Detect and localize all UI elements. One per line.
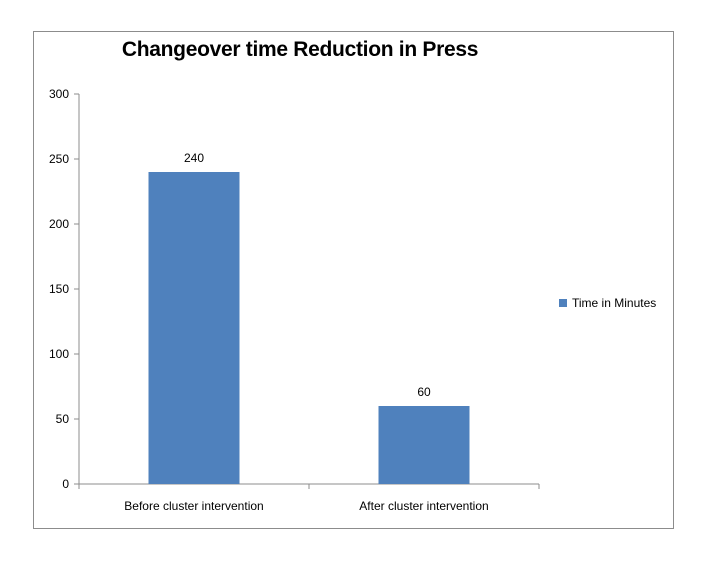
y-tick-label: 100 (49, 347, 69, 361)
bar (378, 406, 470, 484)
bars (148, 172, 470, 484)
axes: 0 50 100 150 200 250 300 Before cluster interve… (49, 87, 540, 513)
bar-value-label: 60 (417, 385, 431, 399)
y-tick-label: 0 (62, 477, 69, 491)
data-labels: 240 60 (184, 151, 431, 399)
y-tick-label: 150 (49, 282, 69, 296)
y-tick-label: 250 (49, 152, 69, 166)
legend-swatch (559, 299, 567, 307)
y-tick-label: 300 (49, 87, 69, 101)
bar (148, 172, 240, 484)
chart-title: Changeover time Reduction in Press (121, 38, 479, 61)
y-tick-label: 200 (49, 217, 69, 231)
legend: Time in Minutes (559, 296, 656, 310)
bar-value-label: 240 (184, 151, 204, 165)
x-tick-label: Before cluster intervention (124, 499, 263, 513)
chart-area (33, 31, 674, 529)
legend-label: Time in Minutes (572, 296, 657, 310)
x-tick-label: After cluster intervention (359, 499, 488, 513)
y-tick-label: 50 (56, 412, 70, 426)
